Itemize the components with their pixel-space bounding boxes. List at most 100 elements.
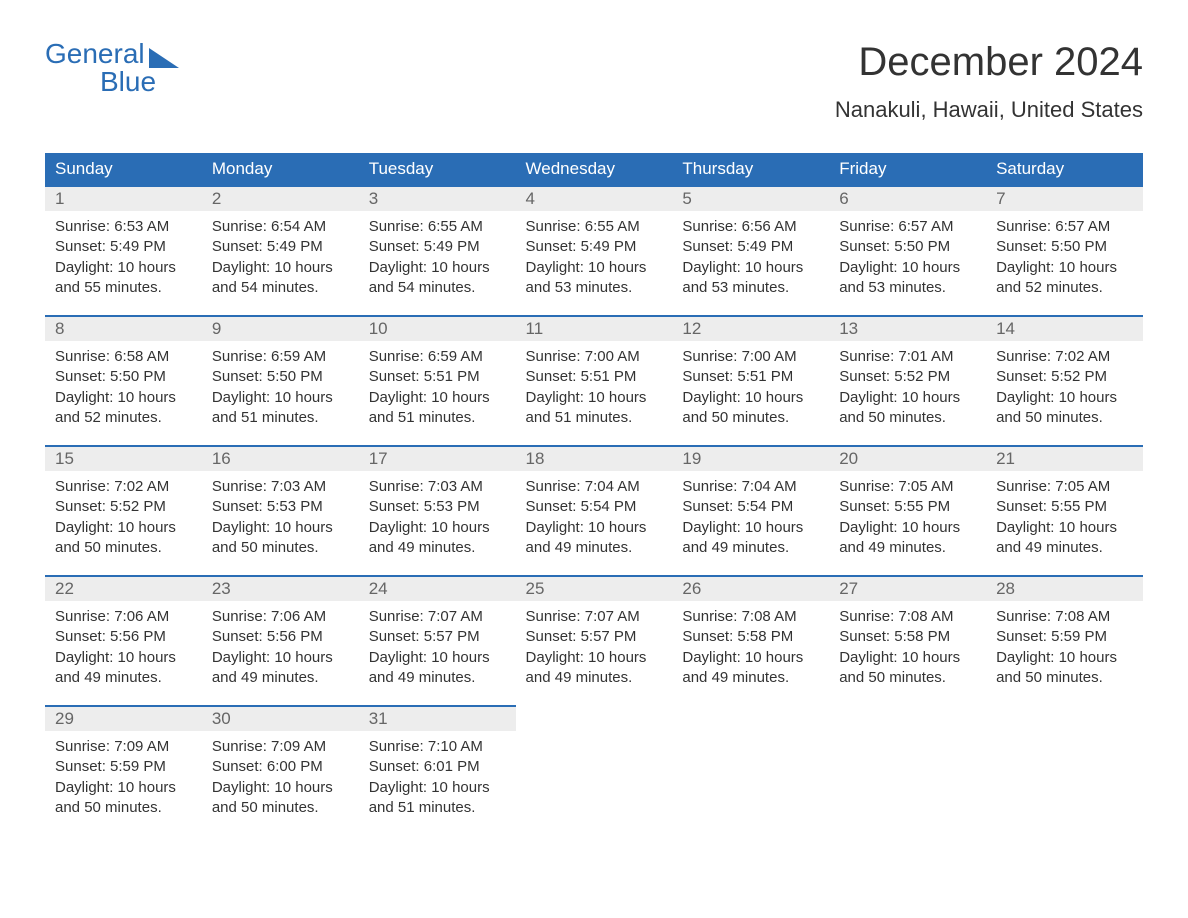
calendar-cell: 15Sunrise: 7:02 AMSunset: 5:52 PMDayligh…	[45, 445, 202, 575]
day-number: 10	[359, 315, 516, 341]
page-header: General Blue December 2024 Nanakuli, Haw…	[45, 40, 1143, 123]
day-sunrise: Sunrise: 6:54 AM	[212, 217, 349, 237]
logo: General Blue	[45, 40, 179, 96]
day-day1: Daylight: 10 hours	[369, 648, 506, 668]
day-number: 3	[359, 185, 516, 211]
day-day2: and 50 minutes.	[996, 668, 1133, 688]
day-sunrise: Sunrise: 7:05 AM	[839, 477, 976, 497]
day-info: Sunrise: 6:55 AMSunset: 5:49 PMDaylight:…	[359, 211, 516, 308]
sail-icon	[149, 48, 179, 68]
calendar-cell: 31Sunrise: 7:10 AMSunset: 6:01 PMDayligh…	[359, 705, 516, 835]
day-day2: and 49 minutes.	[682, 668, 819, 688]
calendar-cell	[516, 705, 673, 835]
day-info: Sunrise: 7:04 AMSunset: 5:54 PMDaylight:…	[672, 471, 829, 568]
day-sunrise: Sunrise: 7:00 AM	[526, 347, 663, 367]
day-day2: and 49 minutes.	[369, 668, 506, 688]
calendar-cell: 7Sunrise: 6:57 AMSunset: 5:50 PMDaylight…	[986, 185, 1143, 315]
day-day2: and 51 minutes.	[526, 408, 663, 428]
day-sunrise: Sunrise: 7:05 AM	[996, 477, 1133, 497]
logo-text-2: Blue	[100, 68, 179, 96]
day-day2: and 50 minutes.	[682, 408, 819, 428]
day-sunrise: Sunrise: 7:08 AM	[839, 607, 976, 627]
day-sunset: Sunset: 5:55 PM	[996, 497, 1133, 517]
day-sunset: Sunset: 5:54 PM	[526, 497, 663, 517]
day-sunset: Sunset: 5:56 PM	[55, 627, 192, 647]
day-info: Sunrise: 7:07 AMSunset: 5:57 PMDaylight:…	[359, 601, 516, 698]
calendar-cell	[672, 705, 829, 835]
calendar-cell: 25Sunrise: 7:07 AMSunset: 5:57 PMDayligh…	[516, 575, 673, 705]
day-day2: and 50 minutes.	[55, 798, 192, 818]
day-sunrise: Sunrise: 6:57 AM	[839, 217, 976, 237]
day-sunrise: Sunrise: 6:59 AM	[369, 347, 506, 367]
day-sunrise: Sunrise: 7:04 AM	[526, 477, 663, 497]
day-day2: and 49 minutes.	[369, 538, 506, 558]
day-sunrise: Sunrise: 6:55 AM	[526, 217, 663, 237]
day-day2: and 50 minutes.	[839, 668, 976, 688]
day-info: Sunrise: 7:04 AMSunset: 5:54 PMDaylight:…	[516, 471, 673, 568]
calendar-cell: 5Sunrise: 6:56 AMSunset: 5:49 PMDaylight…	[672, 185, 829, 315]
day-day1: Daylight: 10 hours	[996, 648, 1133, 668]
day-day1: Daylight: 10 hours	[996, 258, 1133, 278]
day-day1: Daylight: 10 hours	[369, 778, 506, 798]
day-sunset: Sunset: 5:56 PM	[212, 627, 349, 647]
day-sunset: Sunset: 5:52 PM	[55, 497, 192, 517]
day-number: 6	[829, 185, 986, 211]
day-number: 17	[359, 445, 516, 471]
day-day1: Daylight: 10 hours	[369, 258, 506, 278]
day-day1: Daylight: 10 hours	[55, 778, 192, 798]
day-sunrise: Sunrise: 7:01 AM	[839, 347, 976, 367]
day-info: Sunrise: 6:57 AMSunset: 5:50 PMDaylight:…	[986, 211, 1143, 308]
calendar-cell: 14Sunrise: 7:02 AMSunset: 5:52 PMDayligh…	[986, 315, 1143, 445]
calendar-head: Sunday Monday Tuesday Wednesday Thursday…	[45, 153, 1143, 185]
day-sunset: Sunset: 5:50 PM	[55, 367, 192, 387]
day-number: 23	[202, 575, 359, 601]
day-day1: Daylight: 10 hours	[55, 648, 192, 668]
title-block: December 2024 Nanakuli, Hawaii, United S…	[835, 40, 1143, 123]
day-sunrise: Sunrise: 6:57 AM	[996, 217, 1133, 237]
day-sunset: Sunset: 5:51 PM	[526, 367, 663, 387]
day-sunrise: Sunrise: 6:58 AM	[55, 347, 192, 367]
day-header: Thursday	[672, 153, 829, 185]
day-number: 15	[45, 445, 202, 471]
day-info: Sunrise: 6:54 AMSunset: 5:49 PMDaylight:…	[202, 211, 359, 308]
calendar-cell: 29Sunrise: 7:09 AMSunset: 5:59 PMDayligh…	[45, 705, 202, 835]
day-info: Sunrise: 6:59 AMSunset: 5:50 PMDaylight:…	[202, 341, 359, 438]
day-sunrise: Sunrise: 6:56 AM	[682, 217, 819, 237]
day-day2: and 50 minutes.	[212, 538, 349, 558]
calendar-week-row: 29Sunrise: 7:09 AMSunset: 5:59 PMDayligh…	[45, 705, 1143, 835]
calendar-location: Nanakuli, Hawaii, United States	[835, 97, 1143, 123]
calendar-title: December 2024	[835, 40, 1143, 85]
day-day1: Daylight: 10 hours	[212, 778, 349, 798]
day-day2: and 49 minutes.	[212, 668, 349, 688]
day-day2: and 52 minutes.	[996, 278, 1133, 298]
day-info: Sunrise: 7:03 AMSunset: 5:53 PMDaylight:…	[202, 471, 359, 568]
day-day2: and 54 minutes.	[369, 278, 506, 298]
day-info: Sunrise: 6:58 AMSunset: 5:50 PMDaylight:…	[45, 341, 202, 438]
calendar-cell: 1Sunrise: 6:53 AMSunset: 5:49 PMDaylight…	[45, 185, 202, 315]
day-info: Sunrise: 7:08 AMSunset: 5:58 PMDaylight:…	[672, 601, 829, 698]
day-sunset: Sunset: 5:57 PM	[526, 627, 663, 647]
day-sunset: Sunset: 5:50 PM	[996, 237, 1133, 257]
day-day2: and 52 minutes.	[55, 408, 192, 428]
day-header: Sunday	[45, 153, 202, 185]
day-sunrise: Sunrise: 7:07 AM	[369, 607, 506, 627]
day-number: 13	[829, 315, 986, 341]
day-day1: Daylight: 10 hours	[839, 648, 976, 668]
day-day1: Daylight: 10 hours	[369, 518, 506, 538]
day-sunset: Sunset: 5:49 PM	[212, 237, 349, 257]
day-day2: and 53 minutes.	[839, 278, 976, 298]
day-sunrise: Sunrise: 7:03 AM	[212, 477, 349, 497]
day-header: Friday	[829, 153, 986, 185]
calendar-cell: 23Sunrise: 7:06 AMSunset: 5:56 PMDayligh…	[202, 575, 359, 705]
day-header: Tuesday	[359, 153, 516, 185]
day-sunset: Sunset: 5:55 PM	[839, 497, 976, 517]
day-info: Sunrise: 7:00 AMSunset: 5:51 PMDaylight:…	[672, 341, 829, 438]
day-day1: Daylight: 10 hours	[682, 388, 819, 408]
calendar-cell: 19Sunrise: 7:04 AMSunset: 5:54 PMDayligh…	[672, 445, 829, 575]
day-number: 28	[986, 575, 1143, 601]
day-day2: and 51 minutes.	[369, 798, 506, 818]
day-sunrise: Sunrise: 6:55 AM	[369, 217, 506, 237]
day-sunrise: Sunrise: 7:02 AM	[996, 347, 1133, 367]
day-number: 2	[202, 185, 359, 211]
logo-top-row: General	[45, 40, 179, 68]
